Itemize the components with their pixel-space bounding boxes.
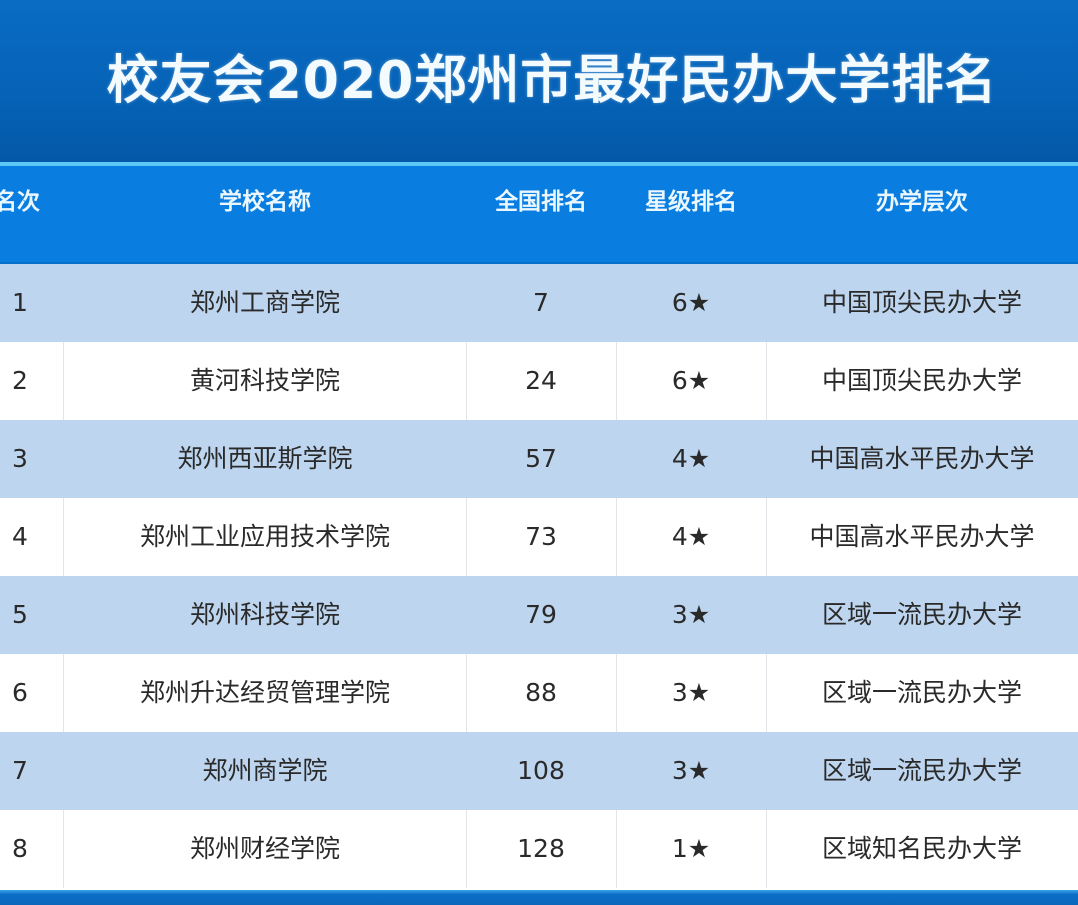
header-school: 学校名称 xyxy=(219,189,311,215)
table-row: 5 郑州科技学院 79 3★ 区域一流民办大学 xyxy=(0,576,1078,654)
column-divider xyxy=(616,654,617,732)
school-cell: 郑州科技学院 xyxy=(189,600,340,629)
table-row: 2 黄河科技学院 24 6★ 中国顶尖民办大学 xyxy=(0,342,1078,420)
national-rank-cell: 88 xyxy=(525,678,557,707)
star-rank-cell: 1★ xyxy=(671,834,711,863)
school-cell: 郑州财经学院 xyxy=(189,834,340,863)
accent-divider xyxy=(0,162,1078,166)
header-national-rank: 全国排名 xyxy=(495,189,587,215)
star-rank-cell: 6★ xyxy=(671,288,711,317)
school-cell: 郑州商学院 xyxy=(202,756,328,785)
national-rank-cell: 73 xyxy=(525,522,557,551)
school-cell: 郑州升达经贸管理学院 xyxy=(139,678,390,707)
column-divider xyxy=(466,654,467,732)
star-rank-cell: 4★ xyxy=(671,522,711,551)
star-rank-cell: 3★ xyxy=(671,756,711,785)
column-divider xyxy=(616,498,617,576)
table-row: 8 郑州财经学院 128 1★ 区域知名民办大学 xyxy=(0,810,1078,888)
table-row: 3 郑州西亚斯学院 57 4★ 中国高水平民办大学 xyxy=(0,420,1078,498)
rank-cell: 8 xyxy=(12,834,28,863)
national-rank-cell: 108 xyxy=(517,756,565,785)
table-header-row: 名次 学校名称 全国排名 星级排名 办学层次 xyxy=(0,166,1078,264)
table-row: 6 郑州升达经贸管理学院 88 3★ 区域一流民办大学 xyxy=(0,654,1078,732)
level-cell: 中国高水平民办大学 xyxy=(809,522,1035,551)
rank-cell: 1 xyxy=(12,288,28,317)
national-rank-cell: 7 xyxy=(533,288,549,317)
column-divider xyxy=(466,498,467,576)
table-row: 1 郑州工商学院 7 6★ 中国顶尖民办大学 xyxy=(0,264,1078,342)
header-star-rank: 星级排名 xyxy=(645,189,737,215)
school-cell: 郑州工业应用技术学院 xyxy=(139,522,390,551)
school-cell: 郑州西亚斯学院 xyxy=(177,444,353,473)
school-cell: 黄河科技学院 xyxy=(189,366,340,395)
level-cell: 区域一流民办大学 xyxy=(821,600,1022,629)
page-title: 校友会2020郑州市最好民办大学排名 xyxy=(106,50,998,111)
column-divider xyxy=(766,498,767,576)
column-divider xyxy=(466,810,467,888)
rank-cell: 7 xyxy=(12,756,28,785)
star-rank-cell: 3★ xyxy=(671,600,711,629)
column-divider xyxy=(766,654,767,732)
column-divider xyxy=(766,342,767,420)
table-row: 4 郑州工业应用技术学院 73 4★ 中国高水平民办大学 xyxy=(0,498,1078,576)
rank-cell: 2 xyxy=(12,366,28,395)
column-divider xyxy=(63,810,64,888)
rank-cell: 3 xyxy=(12,444,28,473)
header-rank: 名次 xyxy=(0,189,40,215)
star-rank-cell: 4★ xyxy=(671,444,711,473)
level-cell: 中国高水平民办大学 xyxy=(809,444,1035,473)
level-cell: 区域一流民办大学 xyxy=(821,756,1022,785)
rank-cell: 5 xyxy=(12,600,28,629)
column-divider xyxy=(63,654,64,732)
national-rank-cell: 57 xyxy=(525,444,557,473)
column-divider xyxy=(616,342,617,420)
footer-bar xyxy=(0,890,1078,905)
school-cell: 郑州工商学院 xyxy=(189,288,340,317)
level-cell: 区域知名民办大学 xyxy=(821,834,1022,863)
column-divider xyxy=(466,342,467,420)
level-cell: 中国顶尖民办大学 xyxy=(821,288,1022,317)
national-rank-cell: 79 xyxy=(525,600,557,629)
column-divider xyxy=(616,810,617,888)
national-rank-cell: 24 xyxy=(525,366,557,395)
header-level: 办学层次 xyxy=(876,189,968,215)
column-divider xyxy=(63,342,64,420)
national-rank-cell: 128 xyxy=(517,834,565,863)
column-divider xyxy=(766,810,767,888)
title-banner: 校友会2020郑州市最好民办大学排名 xyxy=(0,0,1078,162)
rank-cell: 6 xyxy=(12,678,28,707)
star-rank-cell: 6★ xyxy=(671,366,711,395)
star-rank-cell: 3★ xyxy=(671,678,711,707)
column-divider xyxy=(63,498,64,576)
table-row: 7 郑州商学院 108 3★ 区域一流民办大学 xyxy=(0,732,1078,810)
level-cell: 中国顶尖民办大学 xyxy=(821,366,1022,395)
rank-cell: 4 xyxy=(12,522,28,551)
level-cell: 区域一流民办大学 xyxy=(821,678,1022,707)
